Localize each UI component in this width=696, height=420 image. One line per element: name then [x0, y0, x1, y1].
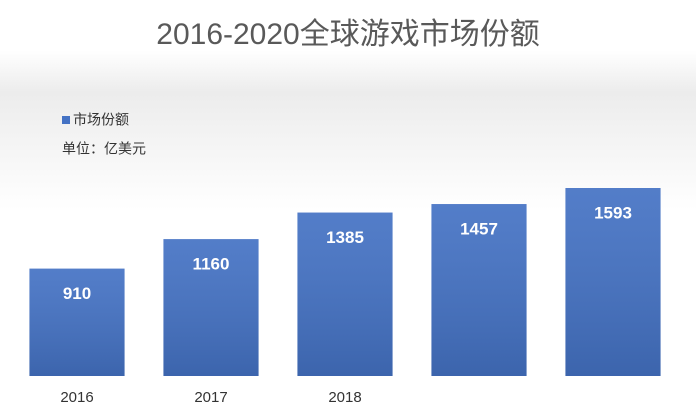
data-label: 910	[63, 284, 91, 303]
bar-shade	[431, 204, 527, 376]
data-label: 1457	[460, 220, 498, 239]
legend-label: 市场份额	[73, 112, 129, 128]
bar-shade	[29, 268, 125, 376]
bar-shade	[565, 188, 661, 376]
subtitle: 单位：亿美元	[62, 141, 146, 157]
x-tick-label: 2017	[194, 389, 227, 406]
x-tick-label: 2018	[328, 389, 361, 406]
data-label: 1385	[326, 228, 364, 247]
legend-swatch	[62, 116, 70, 124]
bar-shade	[297, 212, 393, 376]
x-tick-label: 2016	[60, 389, 93, 406]
bar-shade	[163, 239, 259, 376]
data-label: 1160	[193, 255, 230, 274]
data-label: 1593	[594, 203, 632, 222]
chart-title: 2016-2020全球游戏市场份额	[156, 18, 539, 51]
